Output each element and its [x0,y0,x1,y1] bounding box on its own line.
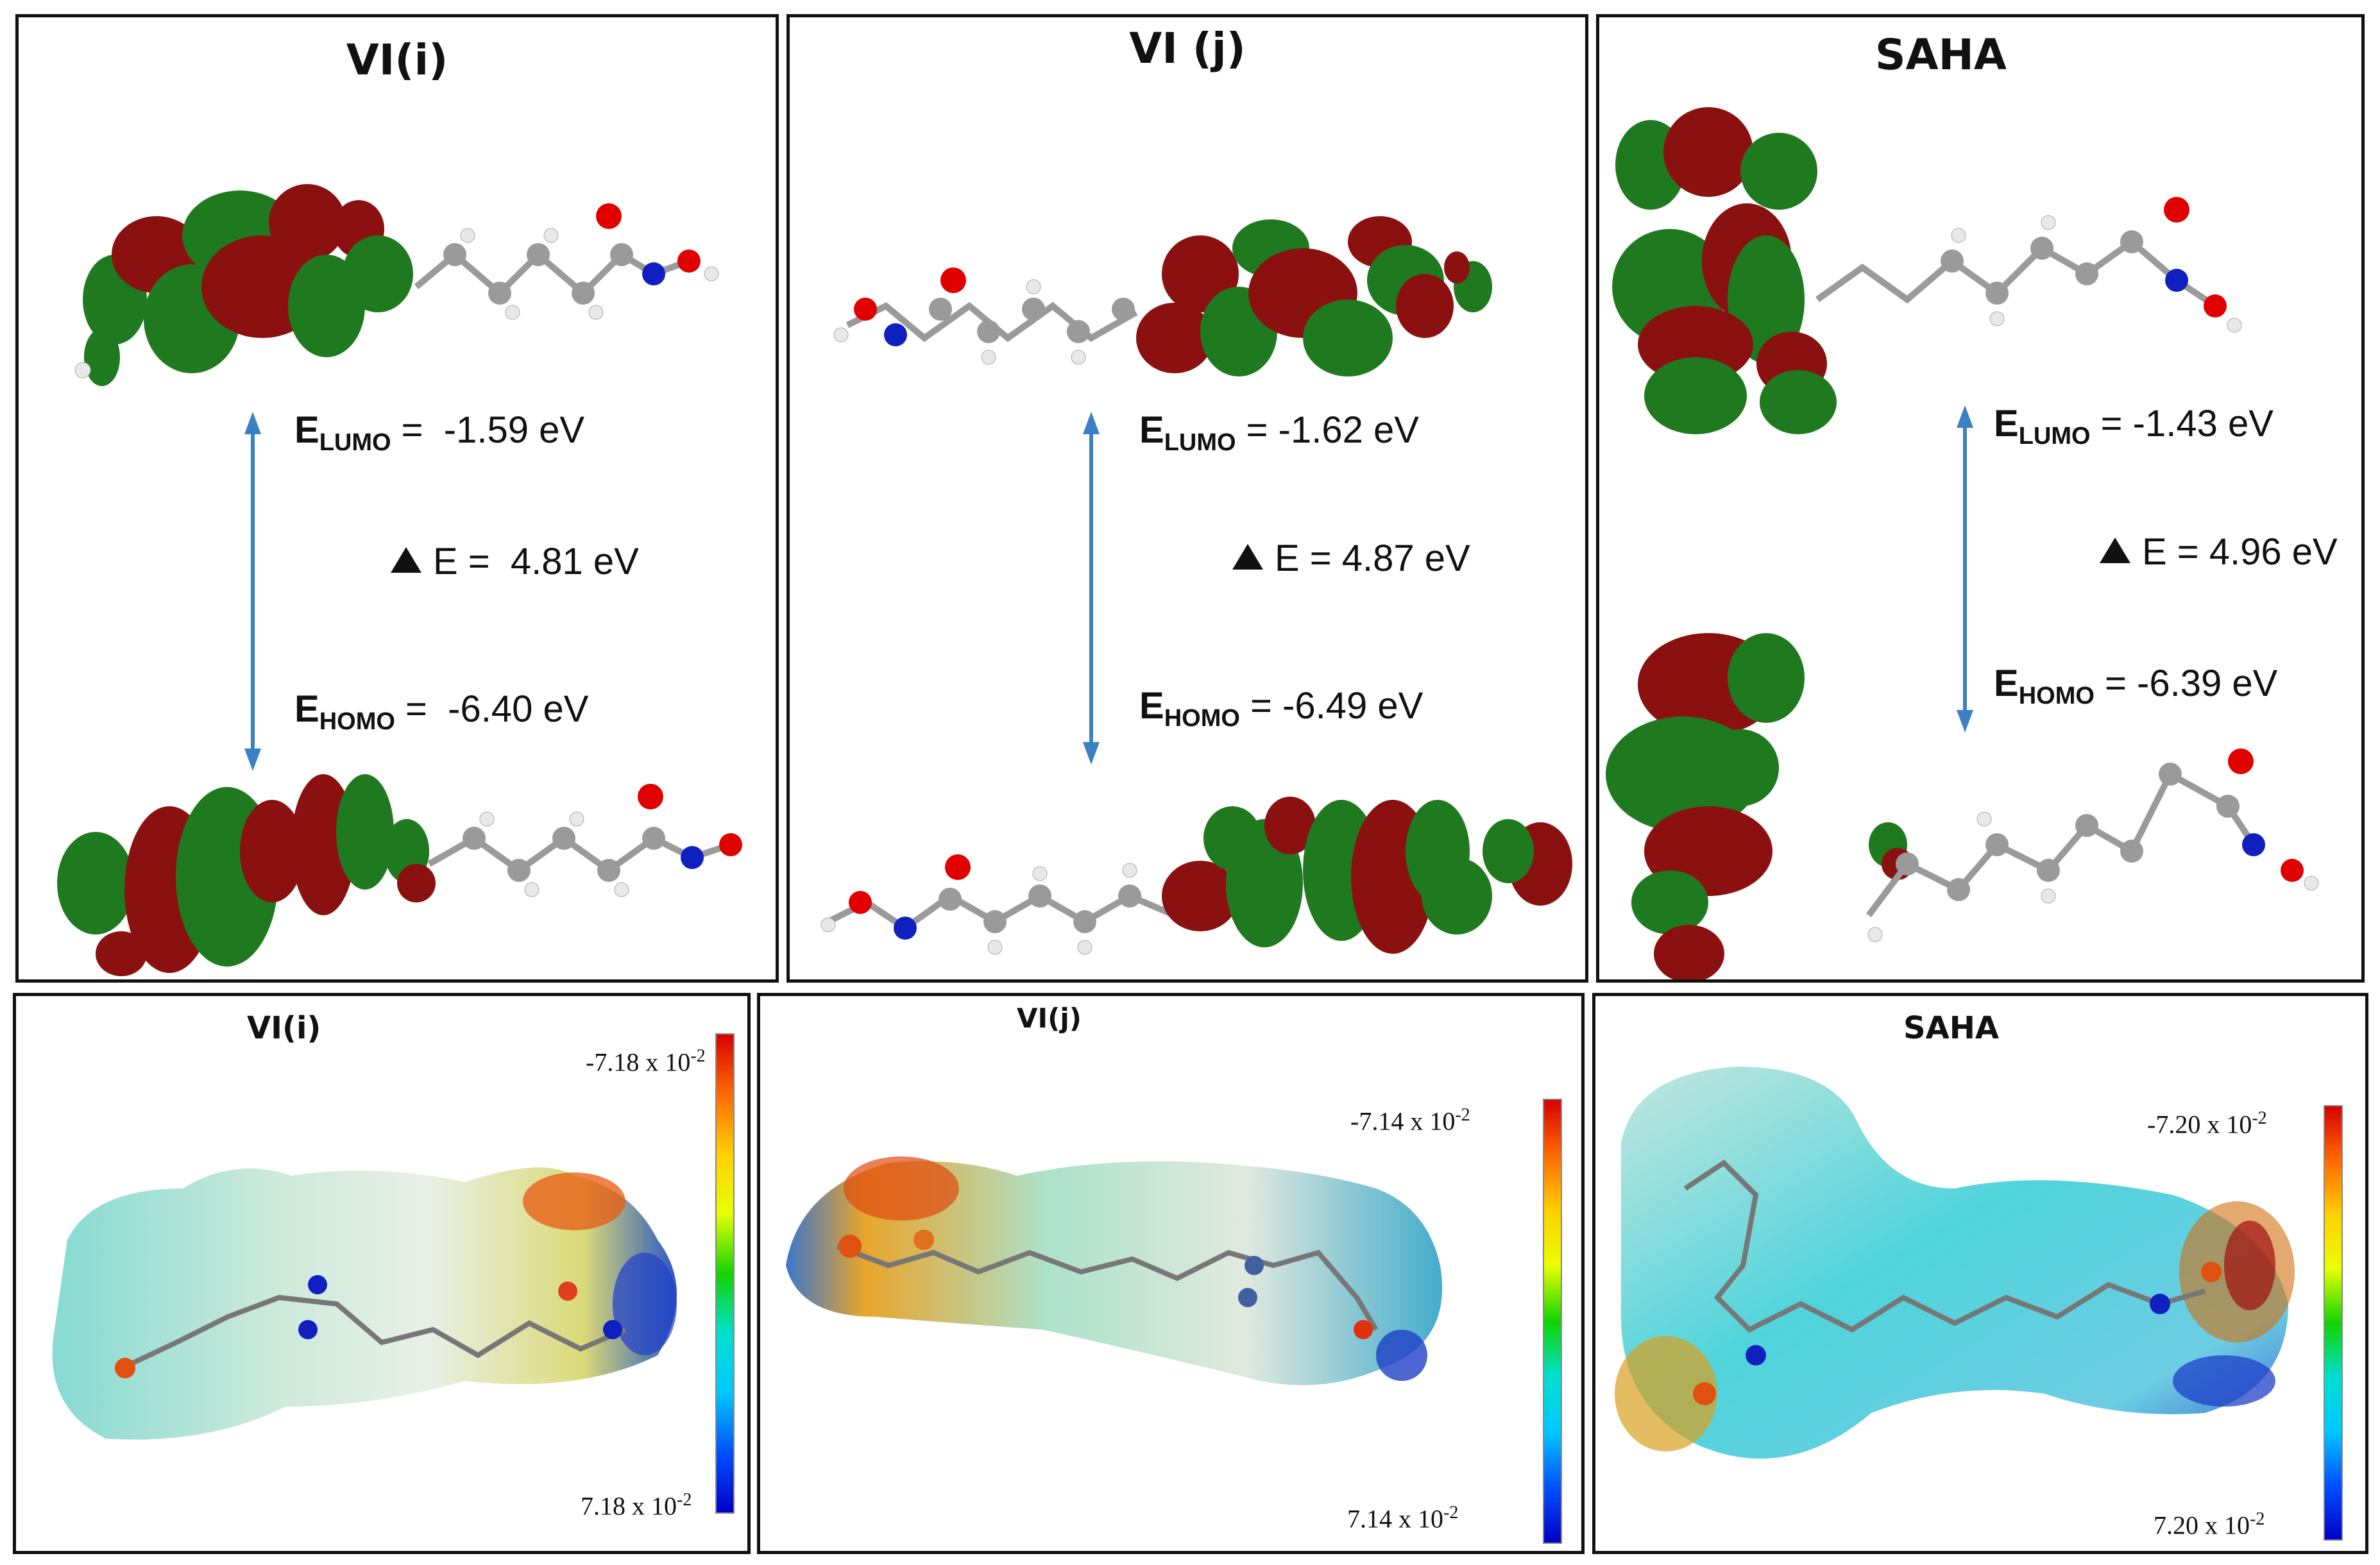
lumo-atoms [74,203,719,378]
mep-min-label: 7.20 x 10-2 [2154,1509,2265,1540]
mep-min-label: 7.14 x 10-2 [1347,1503,1459,1534]
lumo-energy-label: ELUMO = -1.62 eV [1139,409,1419,456]
fmo-panel-saha: SAHA [1596,14,2365,983]
mep-min-label: 7.18 x 10-2 [581,1490,692,1521]
mep-panel-vi-i: VI(i) -7.18 x 10-2 7.18 x 10-2 [13,993,751,1554]
panel-title: VI(j) [1017,1002,1082,1034]
mep-color-scale-bar [715,1033,735,1514]
energy-gap-arrow [244,412,261,771]
mep-color-scale-bar [1543,1099,1562,1544]
energy-gap-arrow [1957,405,1973,732]
mep-surface-illustration [1615,1067,2295,1459]
orbital-molecules-illustration [57,184,742,976]
homo-atoms [820,854,1141,955]
panel-title: VI(i) [346,35,448,85]
lumo-energy-label: ELUMO = -1.59 eV [294,409,585,456]
energy-gap-label: E = 4.96 eV [2100,530,2338,573]
homo-orbital-lobes [1606,633,1914,979]
lumo-orbital-lobes [1136,216,1492,376]
homo-energy-label: EHOMO = -6.40 eV [294,688,589,735]
homo-molecule-chain [1866,770,2257,917]
delta-triangle-icon [1232,544,1263,570]
mep-surface-illustration [786,1156,1443,1385]
panel-title: SAHA [1903,1010,2000,1046]
lumo-energy-label: ELUMO = -1.43 eV [1994,403,2274,450]
homo-atoms [463,784,742,897]
mep-max-label: -7.14 x 10-2 [1350,1105,1470,1136]
orbital-molecules-illustration [820,216,1572,955]
panel-title: SAHA [1875,30,2007,80]
homo-energy-label: EHOMO = -6.39 eV [1994,663,2278,709]
lumo-orbital-lobes [83,184,413,386]
mep-surface-illustration [52,1167,677,1440]
homo-orbital-lobes [57,774,436,976]
mep-color-scale-bar [2324,1105,2343,1541]
energy-gap-label: E = 4.87 eV [1232,537,1470,580]
mep-panel-saha: SAHA -7.20 x 10-2 7.20 x 10-2 [1592,993,2368,1554]
delta-triangle-icon [391,547,421,573]
mep-panel-vi-j: VI(j) -7.14 x 10-2 7.14 x 10-2 [757,993,1585,1554]
fmo-panel-vi-i: VI(i) [15,14,779,983]
orbital-molecules-illustration [1606,107,2319,979]
fmo-panel-vi-j: VI (j) [786,14,1588,983]
mep-max-label: -7.20 x 10-2 [2147,1108,2267,1139]
panel-title: VI(i) [247,1010,321,1046]
homo-energy-label: EHOMO = -6.49 eV [1139,685,1424,732]
lumo-atoms [1941,197,2242,333]
lumo-orbital-lobes [1612,107,1837,434]
delta-triangle-icon [2100,537,2130,563]
panel-title: VI (j) [1129,24,1246,73]
lumo-atoms [833,267,1135,365]
energy-gap-label: E = 4.81 eV [391,540,639,583]
energy-gap-arrow [1083,412,1100,765]
mep-max-label: -7.18 x 10-2 [586,1046,706,1077]
homo-atoms [1867,749,2319,942]
lumo-molecule-chain [1815,237,2217,309]
homo-orbital-lobes [1162,797,1572,954]
